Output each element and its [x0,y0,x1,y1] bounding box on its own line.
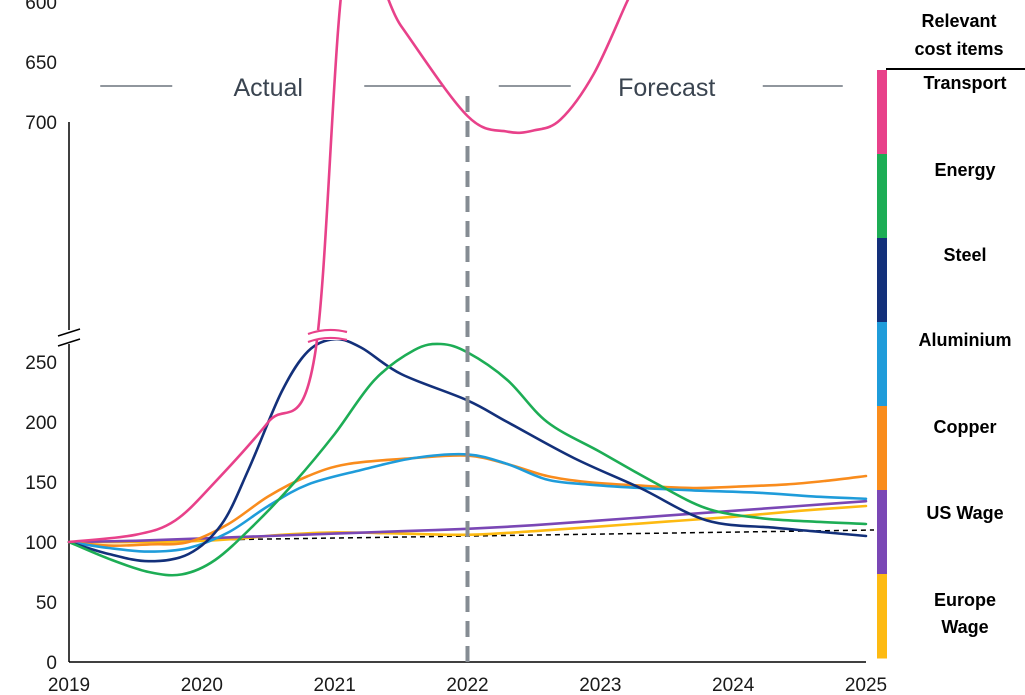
legend: Relevant cost items Transport Energy Steel Al… [877,11,1025,659]
y-tick-label: 50 [36,593,57,614]
period-label: Actual [234,74,303,102]
legend-label: Europe [934,590,996,610]
period-label: Forecast [618,74,715,102]
y-tick-label: 250 [25,353,57,374]
y-tick-label: 150 [25,473,57,494]
legend-title: Relevant [921,11,996,31]
y-tick-label: 200 [25,413,57,434]
legend-label: Transport [923,73,1006,93]
legend-label: Copper [934,417,997,437]
legend-label: Steel [943,245,986,265]
legend-color-segment [877,490,887,575]
x-tick-label: 2025 [845,675,887,695]
legend-color-segment [877,154,887,239]
x-tick-label: 2022 [446,675,488,695]
legend-label: Aluminium [919,330,1012,350]
y-tick-label: 100 [25,533,57,554]
legend-title: cost items [914,39,1003,59]
legend-label: Energy [934,160,995,180]
y-tick-label: 650 [25,53,57,74]
series-lines [69,0,874,664]
x-tick-label: 2023 [579,675,621,695]
y-tick-label: 600 [25,0,57,14]
legend-color-segment [877,574,887,659]
x-tick-label: 2021 [314,675,356,695]
legend-label: Wage [941,617,988,637]
x-tick-label: 2019 [48,675,90,695]
legend-color-segment [877,322,887,407]
legend-label: US Wage [926,503,1003,523]
legend-color-segment [877,406,887,491]
x-tick-label: 2020 [181,675,223,695]
legend-color-segment [877,70,887,155]
series-line [69,0,640,542]
y-tick-label: 700 [25,113,57,134]
y-tick-label: 0 [46,653,57,674]
legend-color-segment [877,238,887,323]
x-tick-label: 2024 [712,675,755,695]
